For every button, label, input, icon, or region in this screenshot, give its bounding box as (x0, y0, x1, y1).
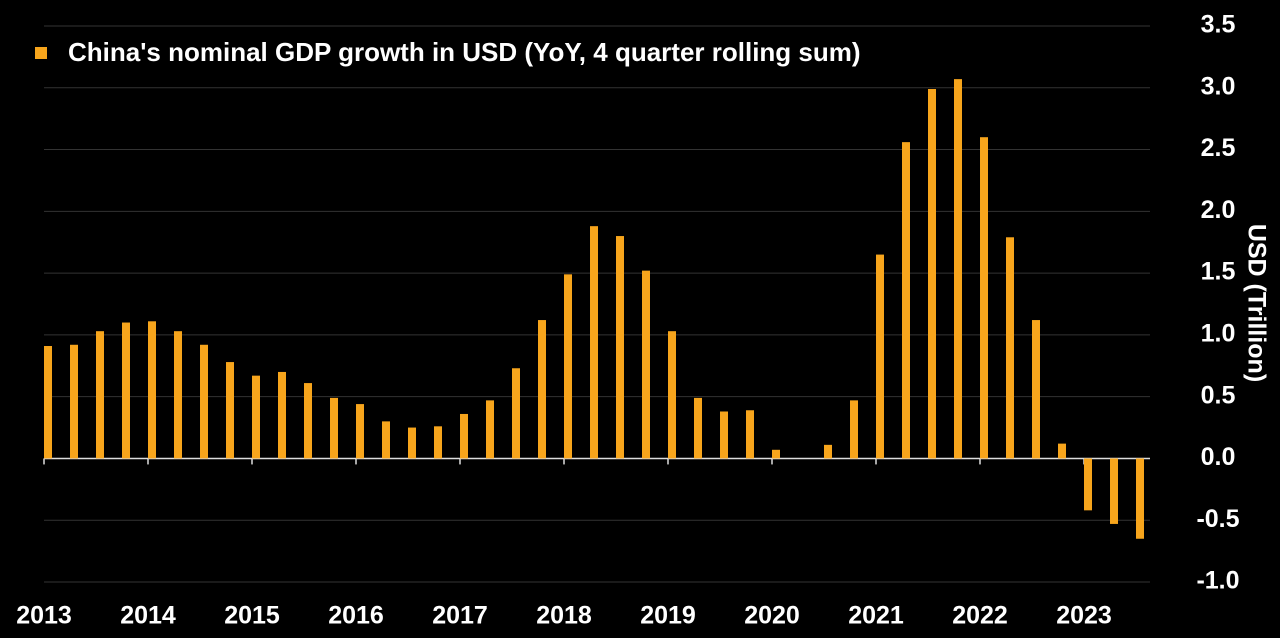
bar (1084, 458, 1092, 511)
x-tick-label: 2021 (848, 602, 904, 630)
bar (694, 397, 702, 459)
x-tick-label: 2022 (952, 602, 1008, 630)
bar (1136, 458, 1144, 539)
bar (850, 400, 858, 459)
bar (590, 226, 598, 459)
y-tick-label: 1.5 (1201, 258, 1236, 286)
bar (356, 404, 364, 459)
bar (928, 89, 936, 459)
x-tick-label: 2023 (1056, 602, 1112, 630)
x-tick-label: 2018 (536, 602, 592, 630)
bar (200, 344, 208, 459)
y-tick-label: 2.0 (1201, 196, 1236, 224)
y-tick-label: 1.0 (1201, 319, 1236, 347)
bar (902, 142, 910, 459)
bar (642, 270, 650, 459)
bar (538, 320, 546, 459)
bar (512, 368, 520, 459)
bar (252, 375, 260, 459)
bar (772, 449, 780, 459)
bar (122, 322, 130, 459)
bar (980, 137, 988, 459)
bar (564, 274, 572, 459)
bar (408, 427, 416, 459)
x-tick-label: 2013 (16, 602, 72, 630)
y-tick-label: 0.0 (1201, 443, 1236, 471)
x-tick-label: 2016 (328, 602, 384, 630)
bar (616, 236, 624, 459)
bar (1058, 443, 1066, 459)
bar (1006, 237, 1014, 459)
y-tick-label: 2.5 (1201, 134, 1236, 162)
x-tick-label: 2020 (744, 602, 800, 630)
bar (226, 362, 234, 459)
bar (382, 421, 390, 459)
y-tick-label: 3.5 (1201, 11, 1236, 39)
bar (720, 411, 728, 459)
legend-label: China's nominal GDP growth in USD (YoY, … (68, 37, 861, 67)
y-tick-label: -0.5 (1196, 505, 1239, 533)
y-tick-label: 0.5 (1201, 381, 1236, 409)
bar (44, 346, 52, 459)
bar (330, 397, 338, 459)
bar (70, 344, 78, 459)
bar (460, 413, 468, 459)
y-tick-label: 3.0 (1201, 72, 1236, 100)
bar (824, 444, 832, 459)
bar (148, 321, 156, 459)
x-tick-label: 2014 (120, 602, 176, 630)
bar (304, 383, 312, 459)
bar (278, 371, 286, 459)
legend-swatch (35, 47, 47, 59)
bar (668, 331, 676, 459)
y-tick-label: -1.0 (1196, 567, 1239, 595)
x-tick-label: 2017 (432, 602, 488, 630)
bar (96, 331, 104, 459)
bar (174, 331, 182, 459)
x-tick-label: 2015 (224, 602, 280, 630)
y-axis-label: USD (Trillion) (1242, 224, 1270, 382)
bar (876, 254, 884, 459)
bar (486, 400, 494, 459)
bar (954, 79, 962, 459)
x-tick-label: 2019 (640, 602, 696, 630)
bar (746, 410, 754, 459)
bar (1110, 458, 1118, 524)
bar (1032, 320, 1040, 459)
bar (434, 426, 442, 459)
